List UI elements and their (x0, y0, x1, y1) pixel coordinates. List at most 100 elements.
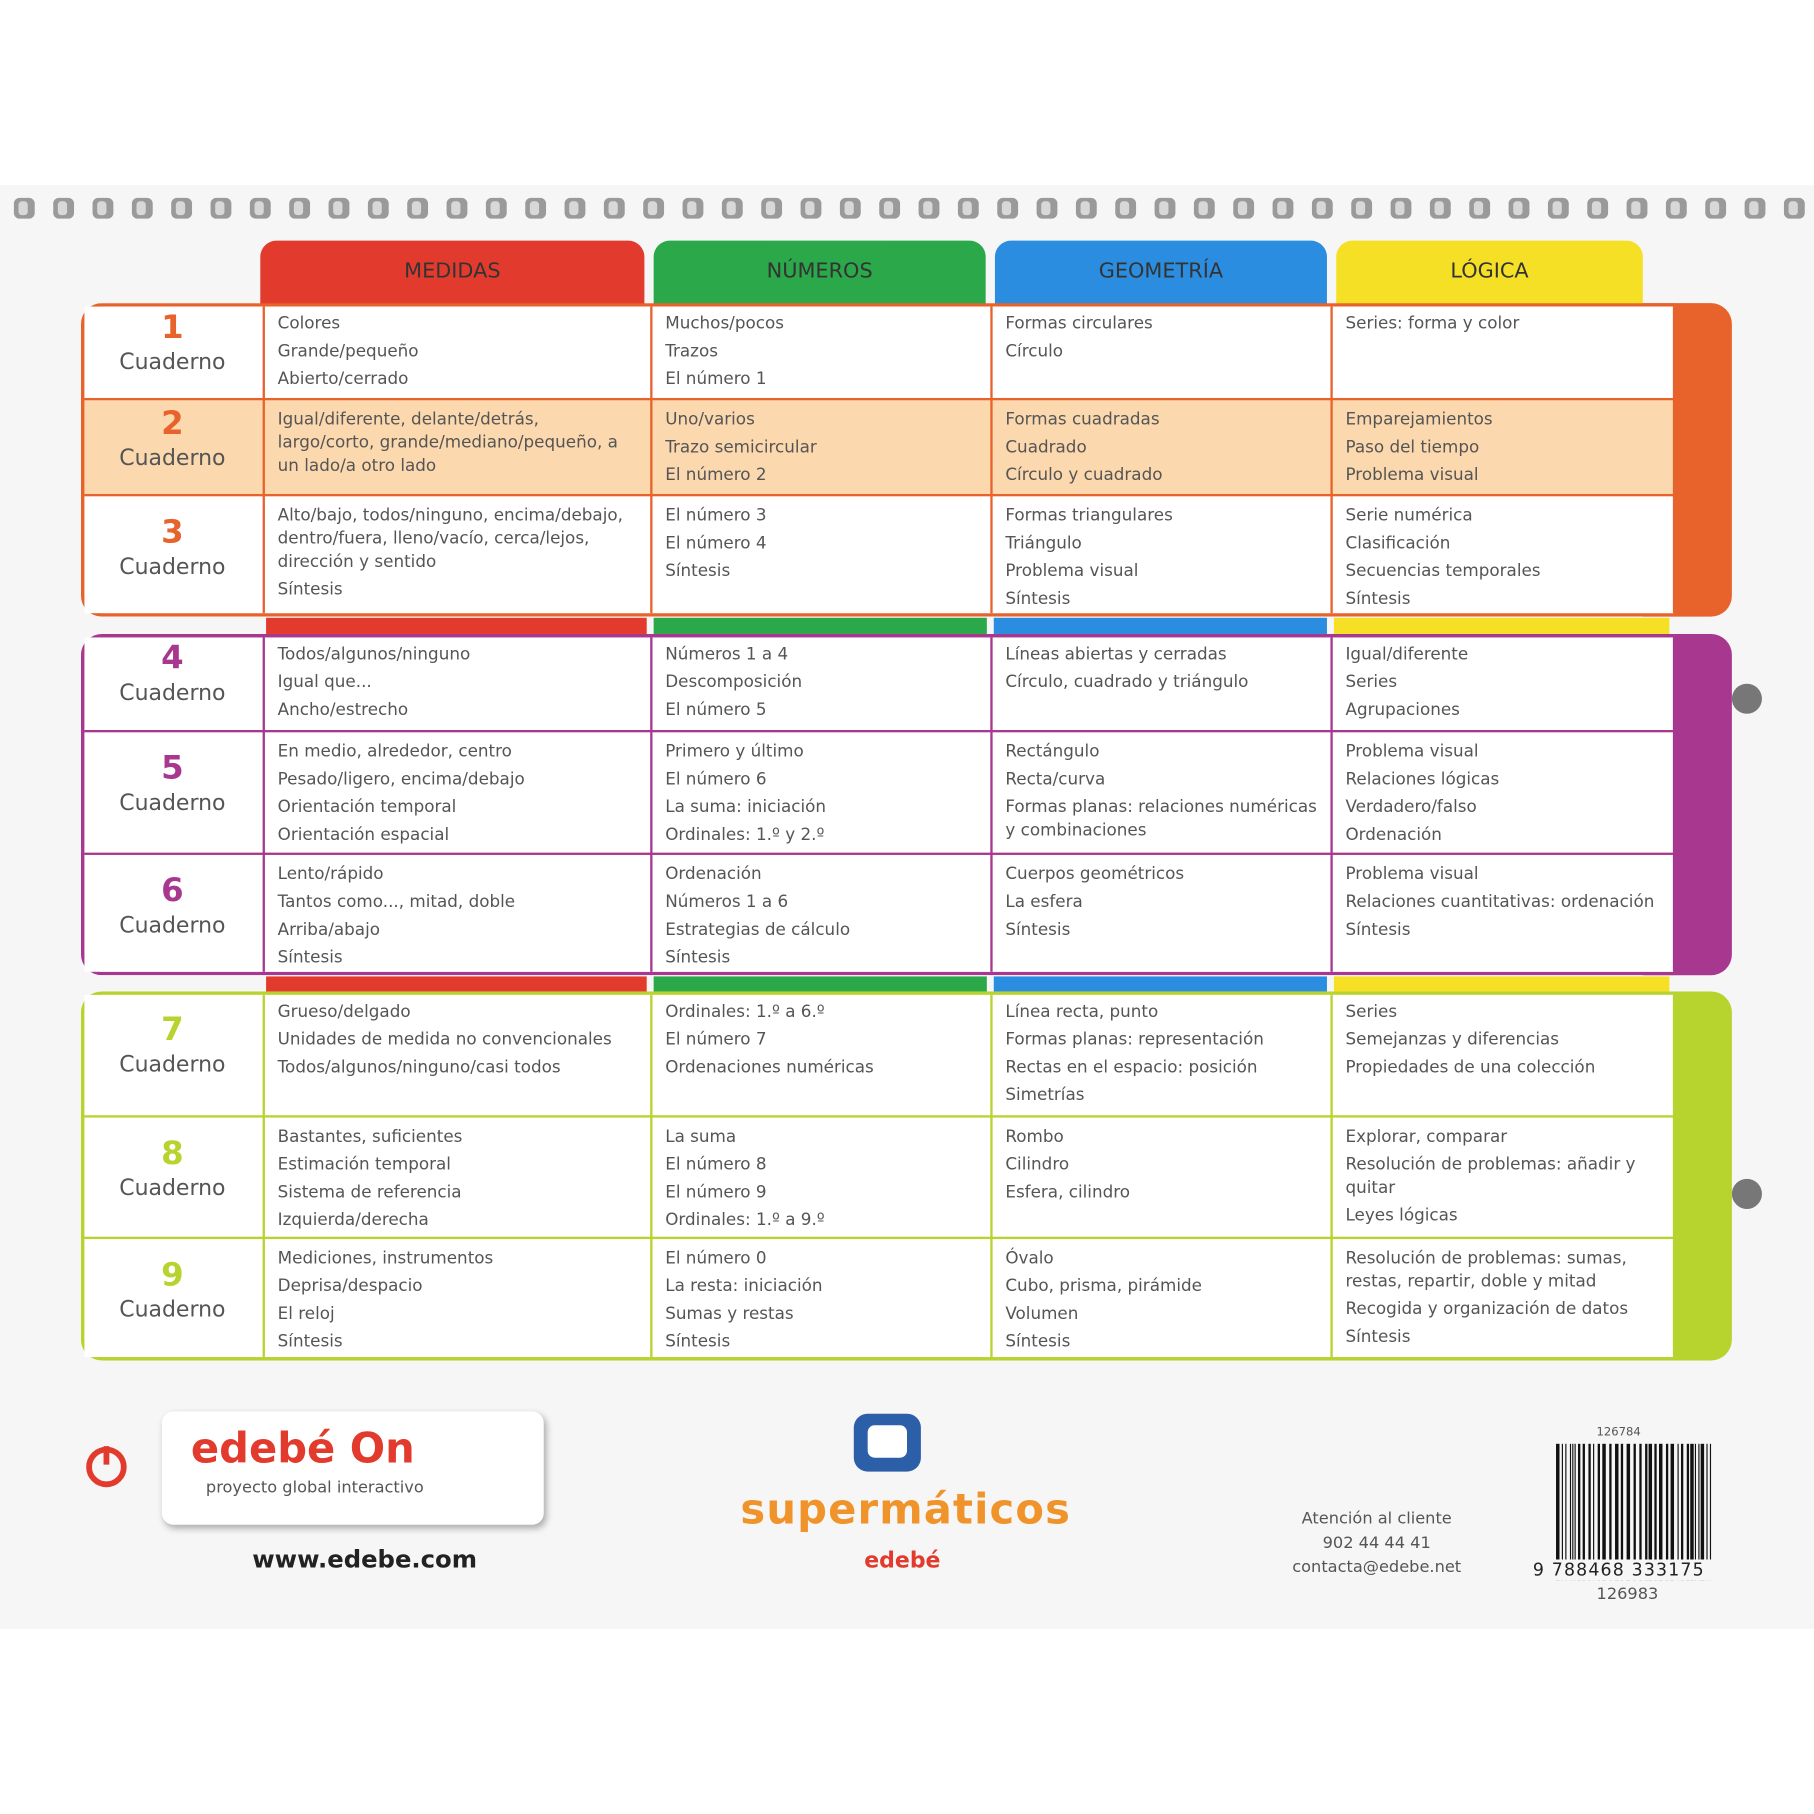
row-divider (84, 397, 1675, 401)
column-divider (990, 306, 993, 614)
column-divider (262, 637, 265, 972)
cell: Ordenación Números 1 a 6 Estrategias de cá… (651, 856, 991, 975)
barcode-bar (1690, 1443, 1694, 1581)
spiral-highlight (215, 201, 225, 216)
spiral-highlight (1080, 201, 1090, 216)
spiral-highlight (1001, 201, 1012, 216)
spiral-highlight (97, 201, 107, 216)
barcode-bar (1670, 1443, 1675, 1581)
cell-item: Igual/diferente (1345, 645, 1469, 665)
binder-hole (1731, 683, 1762, 714)
spiral-highlight (1631, 201, 1641, 216)
column-divider (1672, 637, 1676, 972)
cell-item: Recta/curva (1005, 770, 1106, 790)
spiral-highlight (411, 201, 422, 216)
cell-item: Síntesis (1005, 1332, 1071, 1352)
barcode-bar (1639, 1443, 1642, 1581)
barcode-bar (1620, 1443, 1624, 1581)
cell-item: Igual/diferente, delante/detrás, largo/c… (277, 410, 618, 476)
cell: Óvalo Cubo, prisma, pirámide Volumen Síntes… (991, 1240, 1331, 1360)
notebook-label: Cuaderno (119, 790, 226, 816)
cell: Series: forma y color (1332, 305, 1674, 399)
spiral-highlight (805, 201, 815, 216)
spiral-highlight (1709, 201, 1720, 216)
barcode-bar (1654, 1443, 1657, 1581)
cell-item: Agrupaciones (1345, 701, 1460, 720)
website: www.edebe.com (252, 1545, 478, 1574)
spiral-highlight (765, 201, 776, 216)
spiral-highlight (1355, 201, 1366, 216)
notebook-label: Cuaderno (119, 1296, 226, 1323)
row-background (84, 1117, 1675, 1238)
column-divider (1330, 637, 1333, 972)
spiral-highlight (1670, 201, 1680, 216)
barcode-bar (1602, 1443, 1606, 1581)
barcode-bar (1615, 1443, 1619, 1581)
barcode-bar (1588, 1443, 1591, 1581)
barcode-bar (1665, 1443, 1669, 1581)
spiral-highlight (923, 201, 933, 216)
cell-item: Muchos/pocos (665, 314, 784, 334)
cell-item: Leyes lógicas (1345, 1206, 1458, 1226)
barcode-bar (1593, 1443, 1595, 1581)
cell: Línea recta, punto Formas planas: represe… (991, 994, 1331, 1117)
cell: Primero y último El número 6 La suma: inic… (651, 733, 991, 853)
column-divider (650, 306, 653, 614)
spiral-highlight (1749, 201, 1759, 216)
color-band (266, 976, 647, 992)
notebook-label: Cuaderno (119, 1174, 226, 1201)
cell-item: Rombo (1005, 1127, 1064, 1147)
cell-item: Estrategias de cálculo (665, 920, 851, 940)
barcode-bar (1709, 1443, 1712, 1581)
isbn: 9 788468 333175 (1532, 1559, 1718, 1581)
cell-item: Resolución de problemas: añadir y quitar (1345, 1155, 1636, 1198)
cell-item: Arriba/abajo (277, 920, 381, 940)
contact-line: contacta@edebe.net (1292, 1558, 1462, 1577)
barcode-bar (1556, 1443, 1560, 1581)
cell-item: Formas cuadradas (1005, 410, 1160, 430)
cell-item: Propiedades de una colección (1345, 1058, 1596, 1078)
cell-item: Ordenación (1345, 826, 1442, 845)
cell: En medio, alrededor, centro Pesado/ligero… (264, 733, 652, 853)
spiral-highlight (1513, 201, 1523, 216)
cell-item: Emparejamientos (1345, 410, 1493, 430)
cell: Colores Grande/pequeño Abierto/cerrado (264, 305, 652, 399)
cell-item: Síntesis (665, 562, 731, 581)
cell-item: Simetrías (1005, 1086, 1085, 1105)
cell-item: Triángulo (1005, 534, 1082, 553)
contact-line: Atención al cliente (1301, 1509, 1452, 1529)
cell-item: El número 2 (665, 466, 767, 485)
cell-item: Colores (277, 314, 341, 334)
barcode-bar (1609, 1443, 1612, 1581)
notebook-number: 2 (161, 403, 184, 442)
column-divider (1330, 994, 1333, 1358)
column-divider (650, 637, 653, 972)
barcode-bar (1686, 1443, 1690, 1581)
cell: Problema visual Relaciones cuantitativas:… (1332, 856, 1674, 975)
cell-item: Problema visual (1345, 466, 1479, 485)
cell-item: Grande/pequeño (277, 342, 419, 361)
cell-item: Formas planas: relaciones numéricas y co… (1005, 798, 1317, 840)
cell-item: El número 9 (665, 1183, 767, 1203)
cell-item: Esfera, cilindro (1005, 1183, 1131, 1203)
cell-item: Problema visual (1005, 562, 1139, 581)
spiral-highlight (1591, 201, 1602, 216)
notebook-number: 6 (161, 870, 184, 909)
code-top: 126784 (1596, 1426, 1641, 1440)
barcode-bar (1706, 1443, 1708, 1581)
tagline: proyecto global interactivo (205, 1478, 424, 1498)
cell-item: Ordinales: 1.º y 2.º (665, 826, 825, 845)
cell-item: Síntesis (1345, 590, 1411, 609)
cell-item: Ordinales: 1.º a 6.º (665, 1003, 825, 1022)
column-divider (990, 994, 993, 1358)
row-background (84, 496, 1675, 614)
spiral-highlight (647, 201, 658, 216)
cell-item: Bastantes, suficientes (277, 1127, 463, 1147)
spiral-highlight (333, 201, 343, 216)
spiral-highlight (57, 201, 68, 216)
barcode-bar (1572, 1443, 1574, 1581)
cell-item: Números 1 a 4 (665, 645, 789, 665)
cell-item: Tantos como..., mitad, doble (277, 893, 516, 912)
barcode-bar (1648, 1443, 1653, 1581)
